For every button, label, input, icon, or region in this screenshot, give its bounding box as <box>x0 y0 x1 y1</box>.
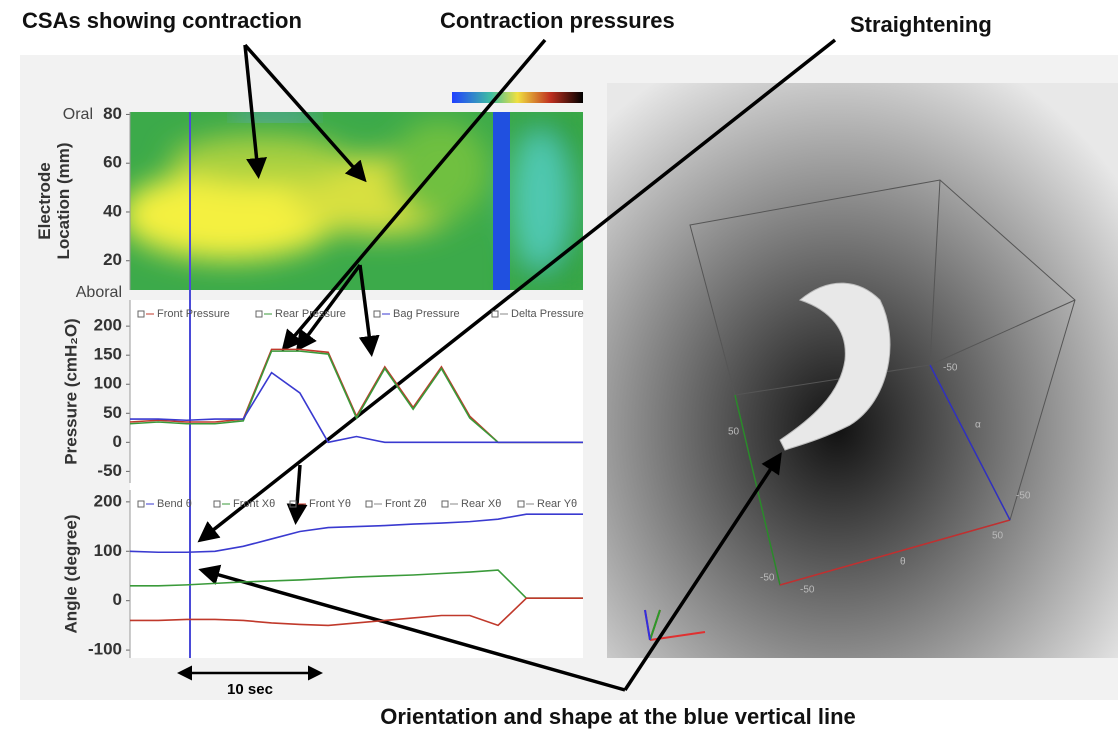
legend-swatch <box>365 500 373 508</box>
annotation: Straightening <box>850 12 992 37</box>
render-axis-label: θ <box>900 557 906 568</box>
y-tick-label: -50 <box>97 461 122 480</box>
scale-label: 10 sec <box>227 681 273 698</box>
render-axis-label: -50 <box>800 585 815 596</box>
series-line <box>130 569 583 600</box>
render-axis-label: α <box>975 420 981 431</box>
y-tick-label: 0 <box>113 432 122 451</box>
y-axis-title-line: Location (mm) <box>54 142 73 259</box>
legend-swatch <box>373 310 381 318</box>
legend-swatch <box>255 310 263 318</box>
legend-label: Delta Pressure <box>511 308 584 320</box>
legend-swatch <box>491 310 499 318</box>
y-tick-label: 100 <box>94 374 122 393</box>
series-line <box>130 597 583 627</box>
legend-swatch <box>137 310 145 318</box>
legend-label: Bend θ <box>157 498 192 510</box>
legend-label: Rear Xθ <box>461 498 501 510</box>
render-axis-label: -50 <box>943 363 958 374</box>
legend-label: Front Pressure <box>157 308 230 320</box>
legend-swatch <box>289 500 297 508</box>
y-axis-title: Pressure (cmH₂O) <box>61 318 80 464</box>
axis-end-label: Oral <box>63 106 93 123</box>
y-tick-label: 60 <box>103 153 122 172</box>
legend-label: Rear Pressure <box>275 308 346 320</box>
legend-label: Rear Yθ <box>537 498 577 510</box>
legend-label: Front Xθ <box>233 498 275 510</box>
y-axis-title: ElectrodeLocation (mm) <box>35 142 73 259</box>
y-tick-label: 200 <box>94 316 122 335</box>
plot-area <box>130 300 583 658</box>
colorbar <box>452 92 583 103</box>
heatmap <box>130 112 583 290</box>
render-panel <box>607 83 1118 658</box>
y-tick-label: 40 <box>103 201 122 220</box>
y-axis-title: Angle (degree) <box>61 514 80 633</box>
annotation: Contraction pressures <box>440 8 675 33</box>
y-tick-label: 20 <box>103 250 122 269</box>
render-axis-label: 50 <box>992 531 1004 542</box>
render-axis-label: -50 <box>760 573 775 584</box>
y-tick-label: -100 <box>88 640 122 659</box>
series-line <box>130 371 583 444</box>
y-tick-label: 100 <box>94 541 122 560</box>
legend-swatch <box>517 500 525 508</box>
legend-label: Front Yθ <box>309 498 351 510</box>
render-axis-label: 50 <box>728 427 740 438</box>
series-line <box>129 513 583 554</box>
arrows <box>177 38 837 692</box>
legend-label: Bag Pressure <box>393 308 460 320</box>
y-tick-label: 0 <box>113 590 122 609</box>
y-tick-label: 50 <box>103 403 122 422</box>
y-tick-label: 200 <box>94 491 122 510</box>
annotation: CSAs showing contraction <box>22 8 302 33</box>
y-tick-label: 150 <box>94 345 122 364</box>
legend-label: Front Zθ <box>385 498 427 510</box>
annotation: Orientation and shape at the blue vertic… <box>380 704 856 729</box>
y-tick-label: 80 <box>103 104 122 123</box>
render-axis-label: -50 <box>1016 491 1031 502</box>
legend-swatch <box>213 500 221 508</box>
axis-end-label: Aboral <box>76 284 122 301</box>
y-axis-title-line: Electrode <box>35 162 54 239</box>
legend-swatch <box>441 500 449 508</box>
legend-swatch <box>137 500 145 508</box>
